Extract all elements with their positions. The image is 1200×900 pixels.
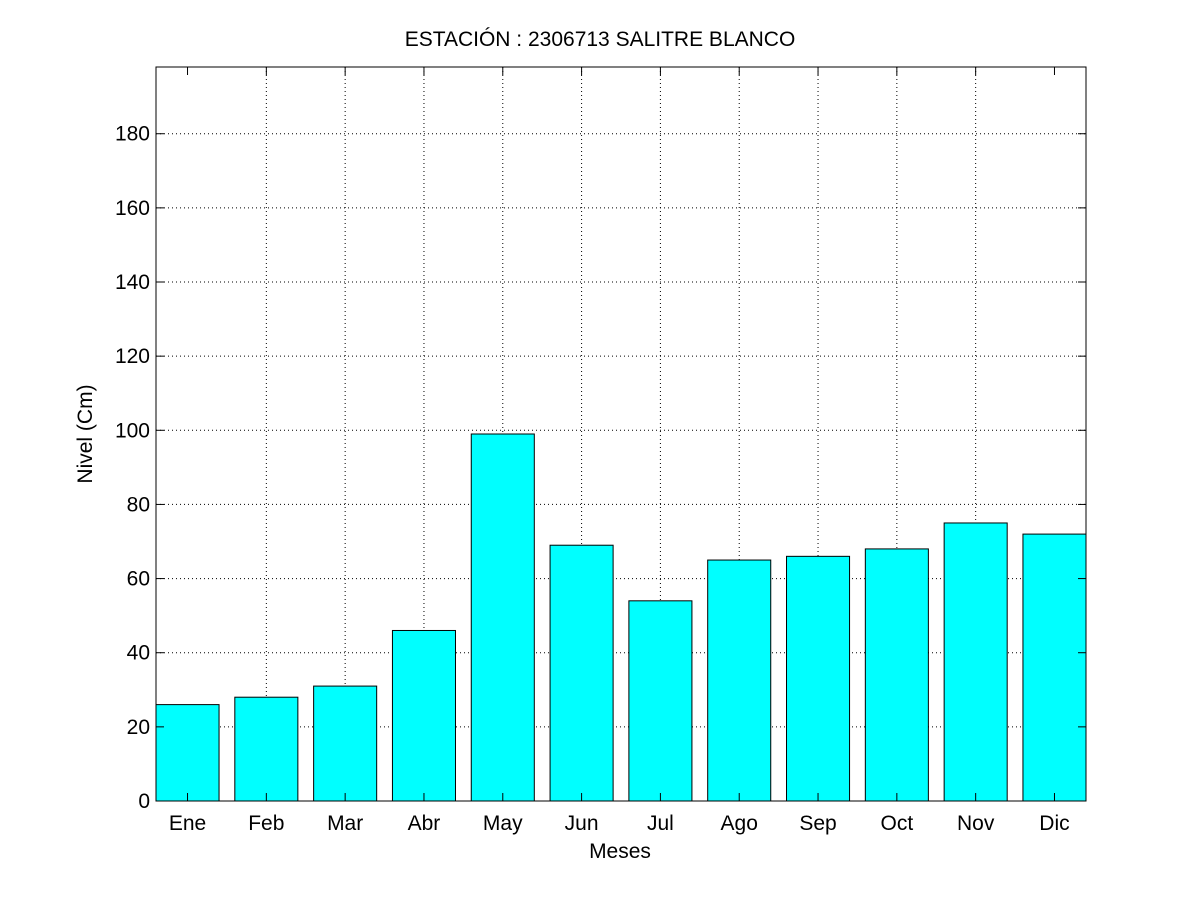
bar-ago [707, 559, 772, 801]
x-axis-label: Meses [589, 840, 651, 863]
y-tick-label: 140 [115, 271, 150, 294]
x-tick-label-sep: Sep [799, 812, 836, 835]
y-tick-label: 120 [115, 345, 150, 368]
x-tick-label-may: May [483, 812, 523, 835]
bar-jun [549, 544, 614, 801]
y-tick-label: 60 [127, 568, 150, 591]
bar-mar [313, 685, 378, 801]
y-tick-label: 20 [127, 716, 150, 739]
x-tick-label-nov: Nov [957, 812, 995, 835]
x-tick-label-mar: Mar [327, 812, 363, 835]
x-tick-label-abr: Abr [408, 812, 441, 835]
grid-lines [156, 67, 1086, 801]
y-tick-label: 40 [127, 642, 150, 665]
x-tick-label-jul: Jul [647, 812, 674, 835]
x-tick-label-ene: Ene [169, 812, 206, 835]
bar-dic [1022, 533, 1086, 801]
bar-abr [391, 629, 456, 801]
y-tick-label: 100 [115, 419, 150, 442]
bar-feb [234, 696, 299, 801]
y-tick-label: 80 [127, 493, 150, 516]
tick-marks [156, 67, 1086, 802]
bar-nov [943, 522, 1008, 801]
bar-may [470, 433, 535, 801]
x-tick-label-oct: Oct [881, 812, 914, 835]
y-tick-label: 160 [115, 197, 150, 220]
x-tick-label-dic: Dic [1039, 812, 1069, 835]
chart-title: ESTACIÓN : 2306713 SALITRE BLANCO [404, 28, 796, 51]
plot-frame [155, 66, 1087, 802]
y-tick-label: 0 [138, 790, 150, 813]
bar-ene [156, 704, 220, 801]
bar-jul [628, 600, 693, 801]
x-tick-label-ago: Ago [721, 812, 758, 835]
bar-sep [786, 555, 851, 801]
y-tick-label: 180 [115, 123, 150, 146]
tick-labels: 0 20 40 60 80 100 120 140 160 180 Ene Feb Mar Abr May J… [115, 123, 1070, 835]
x-tick-label-jun: Jun [565, 812, 599, 835]
bar-oct [864, 548, 929, 801]
x-tick-label-feb: Feb [248, 812, 284, 835]
bars [156, 433, 1086, 801]
